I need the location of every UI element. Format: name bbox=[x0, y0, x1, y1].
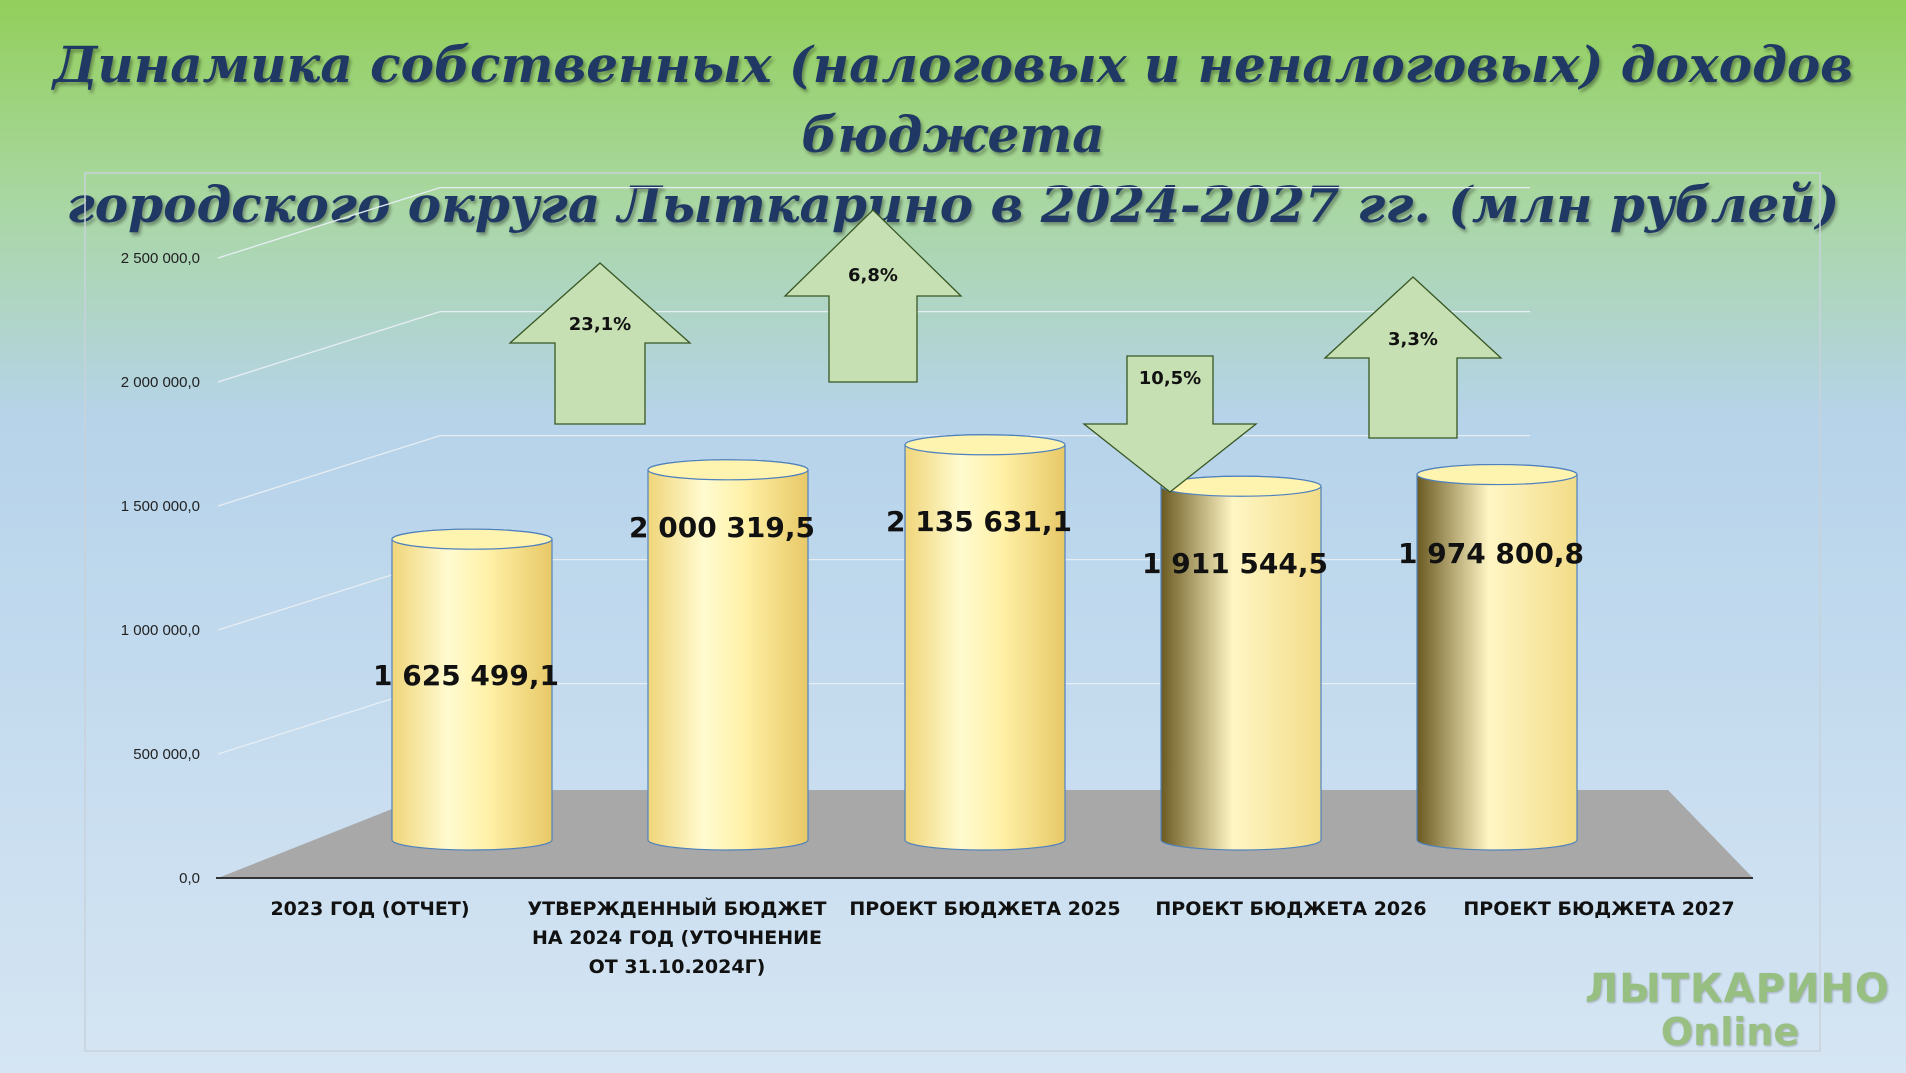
bar-cylinder bbox=[904, 434, 1066, 851]
arrow-up-icon bbox=[508, 262, 692, 425]
x-category-label-line: УТВЕРЖДЕННЫЙ БЮДЖЕТ bbox=[527, 898, 827, 920]
x-category-label-line: ОТ 31.10.2024Г) bbox=[588, 956, 766, 978]
arrow-up-icon bbox=[1323, 276, 1503, 439]
change-arrows: 23,1% 6,8% 10,5% 3,3% bbox=[508, 209, 1503, 493]
x-category-label: ПРОЕКТ БЮДЖЕТА 2026 bbox=[1131, 895, 1451, 924]
gridline bbox=[217, 434, 1530, 507]
x-category-label: 2023 ГОД (ОТЧЕТ) bbox=[210, 895, 530, 924]
plot-frame bbox=[84, 172, 1821, 1052]
bar-cylinder-top bbox=[1416, 463, 1578, 486]
x-category-label: УТВЕРЖДЕННЫЙ БЮДЖЕТ НА 2024 ГОД (УТОЧНЕНИ… bbox=[517, 895, 837, 982]
y-tick-label: 500 000,0 bbox=[133, 746, 200, 763]
bar-cylinder-top bbox=[647, 459, 809, 481]
x-category-label-line: 2023 ГОД (ОТЧЕТ) bbox=[270, 898, 470, 920]
bar-cylinder bbox=[1160, 475, 1322, 851]
bar-value-label: 2 000 319,5 bbox=[629, 511, 815, 544]
arrow-up-icon bbox=[783, 209, 963, 383]
y-axis-ticks: 0,0 500 000,0 1 000 000,0 1 500 000,0 2 000 … bbox=[121, 250, 200, 887]
x-category-label: ПРОЕКТ БЮДЖЕТА 2025 bbox=[825, 895, 1145, 924]
y-tick-label: 2 500 000,0 bbox=[121, 250, 200, 267]
bar-value-label: 1 911 544,5 bbox=[1142, 547, 1328, 580]
gridline bbox=[217, 310, 1530, 383]
change-percent-label: 23,1% bbox=[569, 314, 631, 335]
y-tick-label: 1 500 000,0 bbox=[121, 498, 200, 515]
y-tick-label: 1 000 000,0 bbox=[121, 622, 200, 639]
chart-title: Динамика собственных (налоговых и ненало… bbox=[0, 30, 1906, 240]
arrow-down-icon bbox=[1082, 355, 1258, 493]
bars bbox=[391, 434, 1578, 851]
y-tick-label: 0,0 bbox=[179, 870, 200, 887]
change-percent-label: 10,5% bbox=[1139, 368, 1201, 389]
bar-cylinder-top bbox=[1160, 475, 1322, 497]
chart-title-line-1: Динамика собственных (налоговых и ненало… bbox=[52, 35, 1854, 164]
chart-title-line-2: городского округа Лыткарино в 2024-2027 … bbox=[66, 175, 1840, 234]
x-category-label-line: ПРОЕКТ БЮДЖЕТА 2026 bbox=[1155, 898, 1427, 920]
bar-value-label: 2 135 631,1 bbox=[886, 505, 1072, 538]
watermark-line-2: Online bbox=[1660, 1010, 1800, 1054]
watermark-logo: ЛЫТКАРИНО Online bbox=[1585, 966, 1890, 1054]
bar-cylinder-top bbox=[904, 434, 1066, 456]
data-labels: 1 625 499,1 2 000 319,5 2 135 631,1 1 911 5… bbox=[373, 505, 1584, 692]
bar-cylinder bbox=[1416, 463, 1578, 851]
bar-cylinder-top bbox=[391, 528, 553, 550]
change-percent-label: 6,8% bbox=[848, 265, 898, 286]
x-category-label-line: ПРОЕКТ БЮДЖЕТА 2025 bbox=[849, 898, 1121, 920]
x-category-label-line: НА 2024 ГОД (УТОЧНЕНИЕ bbox=[532, 927, 822, 949]
bar-value-label: 1 625 499,1 bbox=[373, 659, 559, 692]
change-percent-label: 3,3% bbox=[1388, 329, 1438, 350]
x-category-label: ПРОЕКТ БЮДЖЕТА 2027 bbox=[1439, 895, 1759, 924]
y-tick-label: 2 000 000,0 bbox=[121, 374, 200, 391]
gridline bbox=[217, 186, 1530, 259]
watermark-line-1: ЛЫТКАРИНО bbox=[1585, 966, 1890, 1012]
bar-value-label: 1 974 800,8 bbox=[1398, 537, 1584, 570]
x-category-label-line: ПРОЕКТ БЮДЖЕТА 2027 bbox=[1463, 898, 1735, 920]
